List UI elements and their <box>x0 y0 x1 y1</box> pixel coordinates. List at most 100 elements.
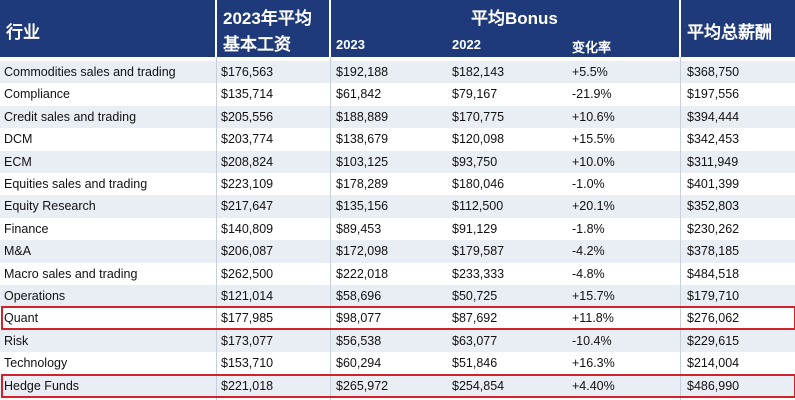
change-cell: +5.5% <box>572 65 608 79</box>
total-comp-cell: $352,803 <box>687 199 740 214</box>
change-cell: +4.40% <box>572 378 615 393</box>
bonus-2023-cell: $172,098 <box>336 244 389 259</box>
base-salary-cell: $217,647 <box>221 199 274 214</box>
table-row: Compliance $135,714 $61,842 $79,167 -21.9% $1… <box>0 83 795 106</box>
header-bonus-2022: 2022 <box>452 37 481 52</box>
change-cell: -1.8% <box>572 221 605 236</box>
table-row: Operations $121,014 $58,696 $50,725 +15.7% $1… <box>0 285 795 308</box>
total-comp-cell: $368,750 <box>687 65 740 79</box>
bonus-2022-cell: $93,750 <box>452 154 498 169</box>
change-cell: -10.4% <box>572 333 612 348</box>
base-salary-cell: $173,077 <box>221 333 274 348</box>
bonus-2023-cell: $61,842 <box>336 87 382 102</box>
total-comp-cell: $401,399 <box>687 177 740 191</box>
bonus-2022-cell: $179,587 <box>452 244 505 259</box>
bonus-2022-cell: $170,775 <box>452 109 505 124</box>
total-comp-cell: $311,949 <box>687 154 739 169</box>
base-salary-cell: $206,087 <box>221 244 274 259</box>
industry-cell: Compliance <box>4 87 71 102</box>
header-base-salary-line1: 2023年平均 <box>223 9 312 28</box>
header-base-salary-line2: 基本工资 <box>223 35 291 54</box>
bonus-2022-cell: $233,333 <box>452 266 505 281</box>
total-comp-cell: $276,062 <box>687 311 740 326</box>
change-cell: -4.8% <box>572 266 605 281</box>
column-divider <box>330 57 331 400</box>
bonus-2022-cell: $91,129 <box>452 221 498 236</box>
bonus-2022-cell: $50,725 <box>452 289 498 303</box>
change-cell: +10.0% <box>572 154 615 169</box>
industry-cell: Equities sales and trading <box>4 177 148 191</box>
bonus-2022-cell: $254,854 <box>452 378 505 393</box>
industry-cell: Finance <box>4 221 49 236</box>
industry-cell: M&A <box>4 244 32 259</box>
bonus-2023-cell: $60,294 <box>336 356 382 371</box>
total-comp-cell: $484,518 <box>687 266 740 281</box>
base-salary-cell: $262,500 <box>221 266 274 281</box>
table-row: Equities sales and trading $223,109 $178,2… <box>0 173 795 196</box>
bonus-2023-cell: $103,125 <box>336 154 389 169</box>
table-row: Risk $173,077 $56,538 $63,077 -10.4% $229,615 <box>0 329 795 353</box>
header-bonus-2023: 2023 <box>336 37 365 52</box>
bonus-2022-cell: $180,046 <box>452 177 505 191</box>
table-row: Technology $153,710 $60,294 $51,846 +16.3% $2… <box>0 352 795 375</box>
base-salary-cell: $140,809 <box>221 221 274 236</box>
bonus-2023-cell: $222,018 <box>336 266 389 281</box>
table-row: Credit sales and trading $205,556 $188,889… <box>0 105 795 129</box>
bonus-2022-cell: $79,167 <box>452 87 498 102</box>
industry-cell: Quant <box>4 311 39 326</box>
bonus-2023-cell: $58,696 <box>336 289 382 303</box>
header-total-comp-cell: 平均总薪酬 <box>681 0 795 57</box>
header-total-comp: 平均总薪酬 <box>687 23 772 42</box>
bonus-2023-cell: $135,156 <box>336 199 389 214</box>
bonus-2022-cell: $87,692 <box>452 311 498 326</box>
bonus-2022-cell: $182,143 <box>452 65 505 79</box>
change-cell: -4.2% <box>572 244 605 259</box>
header-bonus-cell: 平均Bonus 2023 2022 变化率 <box>331 0 679 57</box>
bonus-2022-cell: $63,077 <box>452 333 498 348</box>
bonus-2023-cell: $98,077 <box>336 311 382 326</box>
change-cell: +16.3% <box>572 356 615 371</box>
table-row: Hedge Funds $221,018 $265,972 $254,854 +4.40… <box>0 374 795 397</box>
base-salary-cell: $177,985 <box>221 311 274 326</box>
change-cell: +11.8% <box>572 311 614 326</box>
total-comp-cell: $394,444 <box>687 109 740 124</box>
table-row: M&A $206,087 $172,098 $179,587 -4.2% $378,185 <box>0 240 795 263</box>
column-divider <box>680 57 681 400</box>
industry-cell: Risk <box>4 333 29 348</box>
industry-cell: Technology <box>4 356 68 371</box>
bonus-2023-cell: $56,538 <box>336 333 382 348</box>
bonus-2023-cell: $178,289 <box>336 177 389 191</box>
change-cell: +20.1% <box>572 199 615 214</box>
change-cell: +15.5% <box>572 132 615 147</box>
table-row: DCM $203,774 $138,679 $120,098 +15.5% $342,45… <box>0 128 795 151</box>
change-cell: -1.0% <box>572 177 605 191</box>
header-industry: 行业 <box>6 23 40 42</box>
bonus-2023-cell: $89,453 <box>336 221 382 236</box>
base-salary-cell: $153,710 <box>221 356 274 371</box>
industry-cell: Macro sales and trading <box>4 266 138 281</box>
base-salary-cell: $121,014 <box>221 289 274 303</box>
bonus-2023-cell: $192,188 <box>336 65 389 79</box>
change-cell: +15.7% <box>572 289 615 303</box>
base-salary-cell: $205,556 <box>221 109 274 124</box>
change-cell: -21.9% <box>572 87 612 102</box>
base-salary-cell: $135,714 <box>221 87 274 102</box>
industry-cell: Credit sales and trading <box>4 109 137 124</box>
total-comp-cell: $342,453 <box>687 132 740 147</box>
base-salary-cell: $208,824 <box>221 154 274 169</box>
change-cell: +10.6% <box>572 109 615 124</box>
base-salary-cell: $221,018 <box>221 378 274 393</box>
table-row: Equity Research $217,647 $135,156 $112,500 +… <box>0 195 795 218</box>
header-avg-bonus: 平均Bonus <box>471 9 558 28</box>
bonus-2023-cell: $188,889 <box>336 109 389 124</box>
base-salary-cell: $223,109 <box>221 177 274 191</box>
industry-cell: Hedge Funds <box>4 378 80 393</box>
total-comp-cell: $378,185 <box>687 244 740 259</box>
header-industry-cell: 行业 <box>0 0 215 57</box>
total-comp-cell: $486,990 <box>687 378 740 393</box>
total-comp-cell: $214,004 <box>687 356 740 371</box>
table-row: Macro sales and trading $262,500 $222,018 $… <box>0 262 795 285</box>
bonus-2022-cell: $112,500 <box>452 199 504 214</box>
bonus-2022-cell: $51,846 <box>452 356 498 371</box>
